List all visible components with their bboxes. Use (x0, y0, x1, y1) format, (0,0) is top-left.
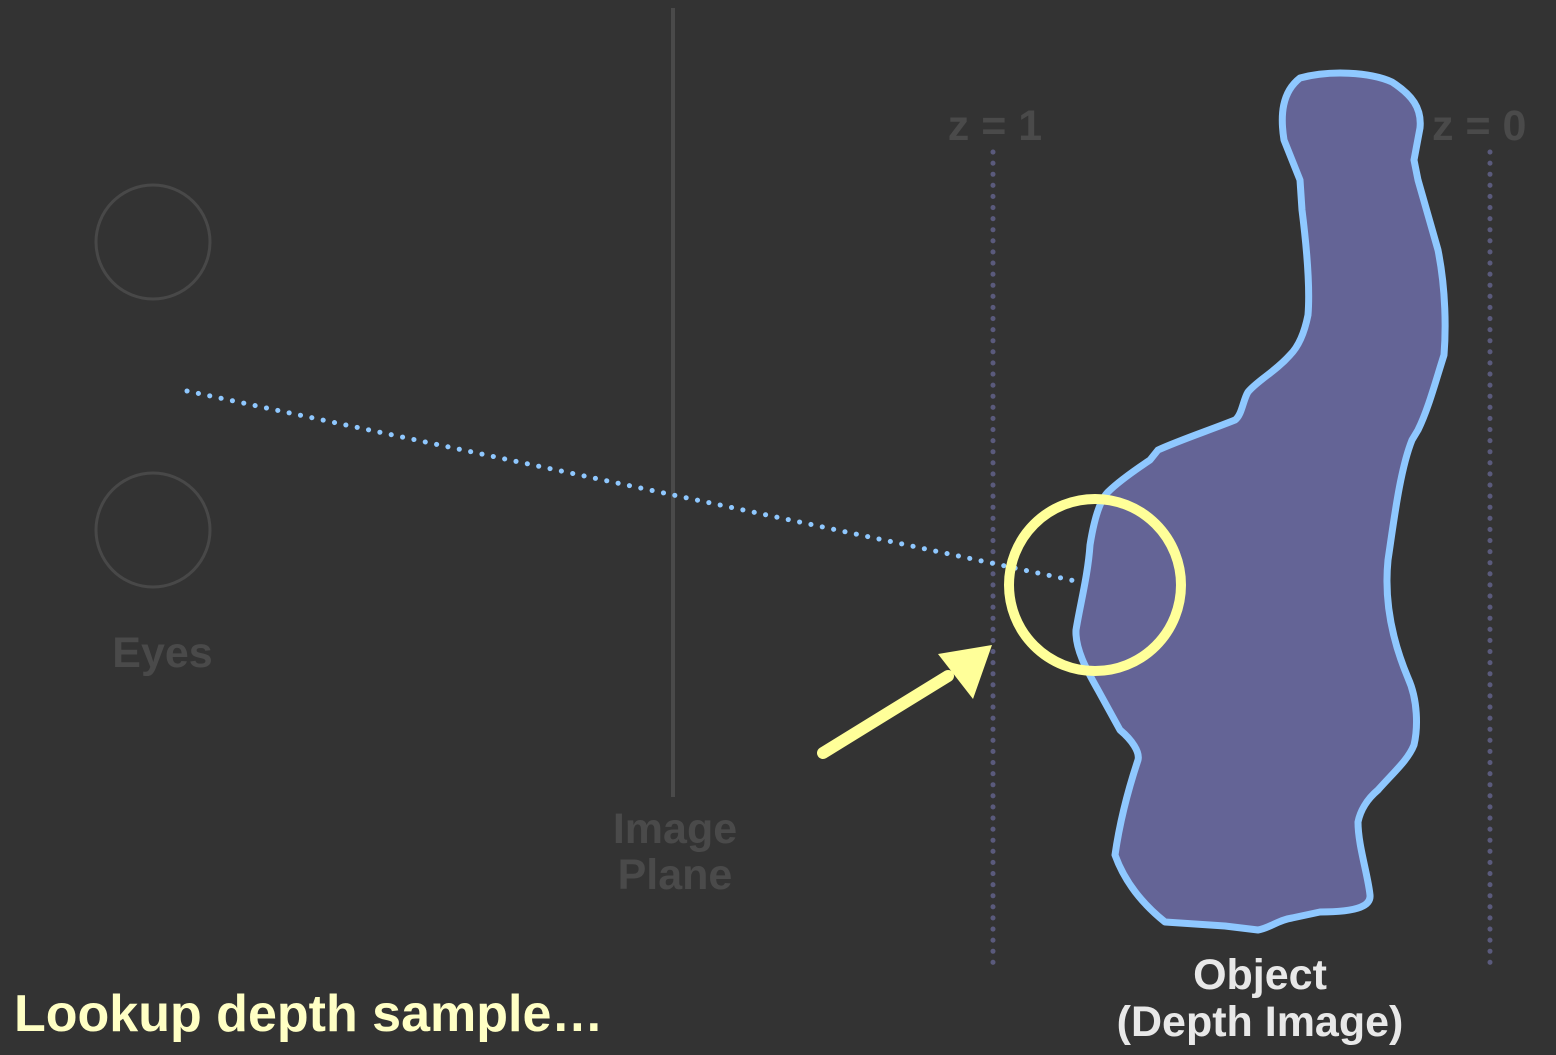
z-near-label: z = 1 (947, 102, 1043, 150)
object-label-line2: (Depth Image) (1116, 998, 1404, 1047)
caption: Lookup depth sample… (14, 985, 604, 1043)
eye-bottom (94, 471, 212, 589)
eye-top (94, 183, 212, 301)
object-shape (1072, 69, 1449, 934)
image-plane-label: Image Plane (560, 806, 790, 899)
highlight-circle (1004, 494, 1186, 676)
object-label: Object (Depth Image) (1050, 951, 1470, 1047)
eye-ray (184, 388, 1083, 585)
image-plane-label-line2: Plane (617, 851, 733, 900)
image-plane-label-line1: Image (612, 805, 738, 853)
eyes-label: Eyes (112, 629, 213, 677)
object-label-line1: Object (1193, 951, 1327, 999)
z-far-label: z = 0 (1432, 102, 1527, 150)
arrow-icon (817, 645, 992, 759)
